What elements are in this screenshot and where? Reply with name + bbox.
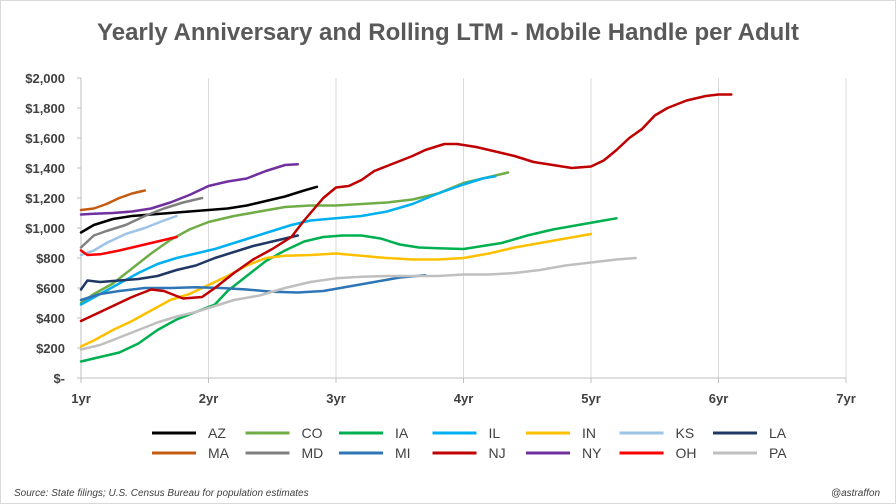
y-tick-label: $200 bbox=[36, 341, 65, 356]
series-layer bbox=[79, 93, 733, 363]
x-tick-label: 6yr bbox=[709, 391, 729, 406]
y-tick-label: $1,000 bbox=[25, 221, 65, 236]
legend-label-pa: PA bbox=[769, 445, 787, 461]
credit-note: @astraffon bbox=[831, 488, 881, 499]
series-line-ny bbox=[79, 163, 300, 216]
axis-layer: $- $200 $400 $600 $800 $1,000 $1,200 $1,400 $1,6… bbox=[25, 71, 856, 406]
series-line-la bbox=[79, 234, 300, 291]
chart-title: Yearly Anniversary and Rolling LTM - Mob… bbox=[97, 19, 799, 46]
series-line-nj bbox=[79, 93, 733, 323]
y-tick-label: $- bbox=[53, 371, 65, 386]
series-line-ks bbox=[79, 214, 178, 257]
legend-label-ma: MA bbox=[208, 445, 230, 461]
series-line-md bbox=[79, 196, 204, 249]
x-tick-label: 4yr bbox=[454, 391, 474, 406]
x-tick-label: 7yr bbox=[836, 391, 856, 406]
series-line-oh bbox=[79, 235, 178, 257]
grid-layer bbox=[208, 78, 847, 378]
series-line-mi bbox=[79, 274, 427, 302]
legend-label-il: IL bbox=[489, 425, 501, 441]
y-tick-label: $2,000 bbox=[25, 71, 65, 86]
y-tick-label: $1,600 bbox=[25, 131, 65, 146]
x-tick-label: 3yr bbox=[326, 391, 346, 406]
y-tick-label: $600 bbox=[36, 281, 65, 296]
source-note: Source: State filings; U.S. Census Burea… bbox=[14, 488, 309, 499]
legend-label-la: LA bbox=[769, 425, 787, 441]
legend-label-in: IN bbox=[582, 425, 596, 441]
legend-label-ks: KS bbox=[676, 425, 695, 441]
series-line-pa bbox=[79, 256, 637, 351]
legend-label-ia: IA bbox=[395, 425, 409, 441]
legend-label-nj: NJ bbox=[489, 445, 506, 461]
series-line-il bbox=[79, 175, 497, 306]
x-tick-label: 1yr bbox=[71, 391, 91, 406]
legend-label-oh: OH bbox=[676, 445, 697, 461]
y-tick-label: $1,200 bbox=[25, 191, 65, 206]
x-tick-label: 2yr bbox=[199, 391, 219, 406]
y-tick-label: $800 bbox=[36, 251, 65, 266]
legend-label-mi: MI bbox=[395, 445, 411, 461]
legend: AZ CO IA IL IN KS LA MA MD MI NJ NY OH PA bbox=[152, 425, 787, 461]
series-line-in bbox=[79, 232, 593, 348]
series-line-az bbox=[79, 185, 319, 234]
y-tick-label: $1,400 bbox=[25, 161, 65, 176]
x-tick-label: 5yr bbox=[581, 391, 601, 406]
y-tick-label: $1,800 bbox=[25, 101, 65, 116]
series-line-ia bbox=[79, 217, 618, 363]
legend-label-co: CO bbox=[302, 425, 323, 441]
legend-label-az: AZ bbox=[208, 425, 226, 441]
y-tick-label: $400 bbox=[36, 311, 65, 326]
legend-label-md: MD bbox=[302, 445, 324, 461]
series-line-ma bbox=[79, 189, 147, 212]
legend-label-ny: NY bbox=[582, 445, 602, 461]
